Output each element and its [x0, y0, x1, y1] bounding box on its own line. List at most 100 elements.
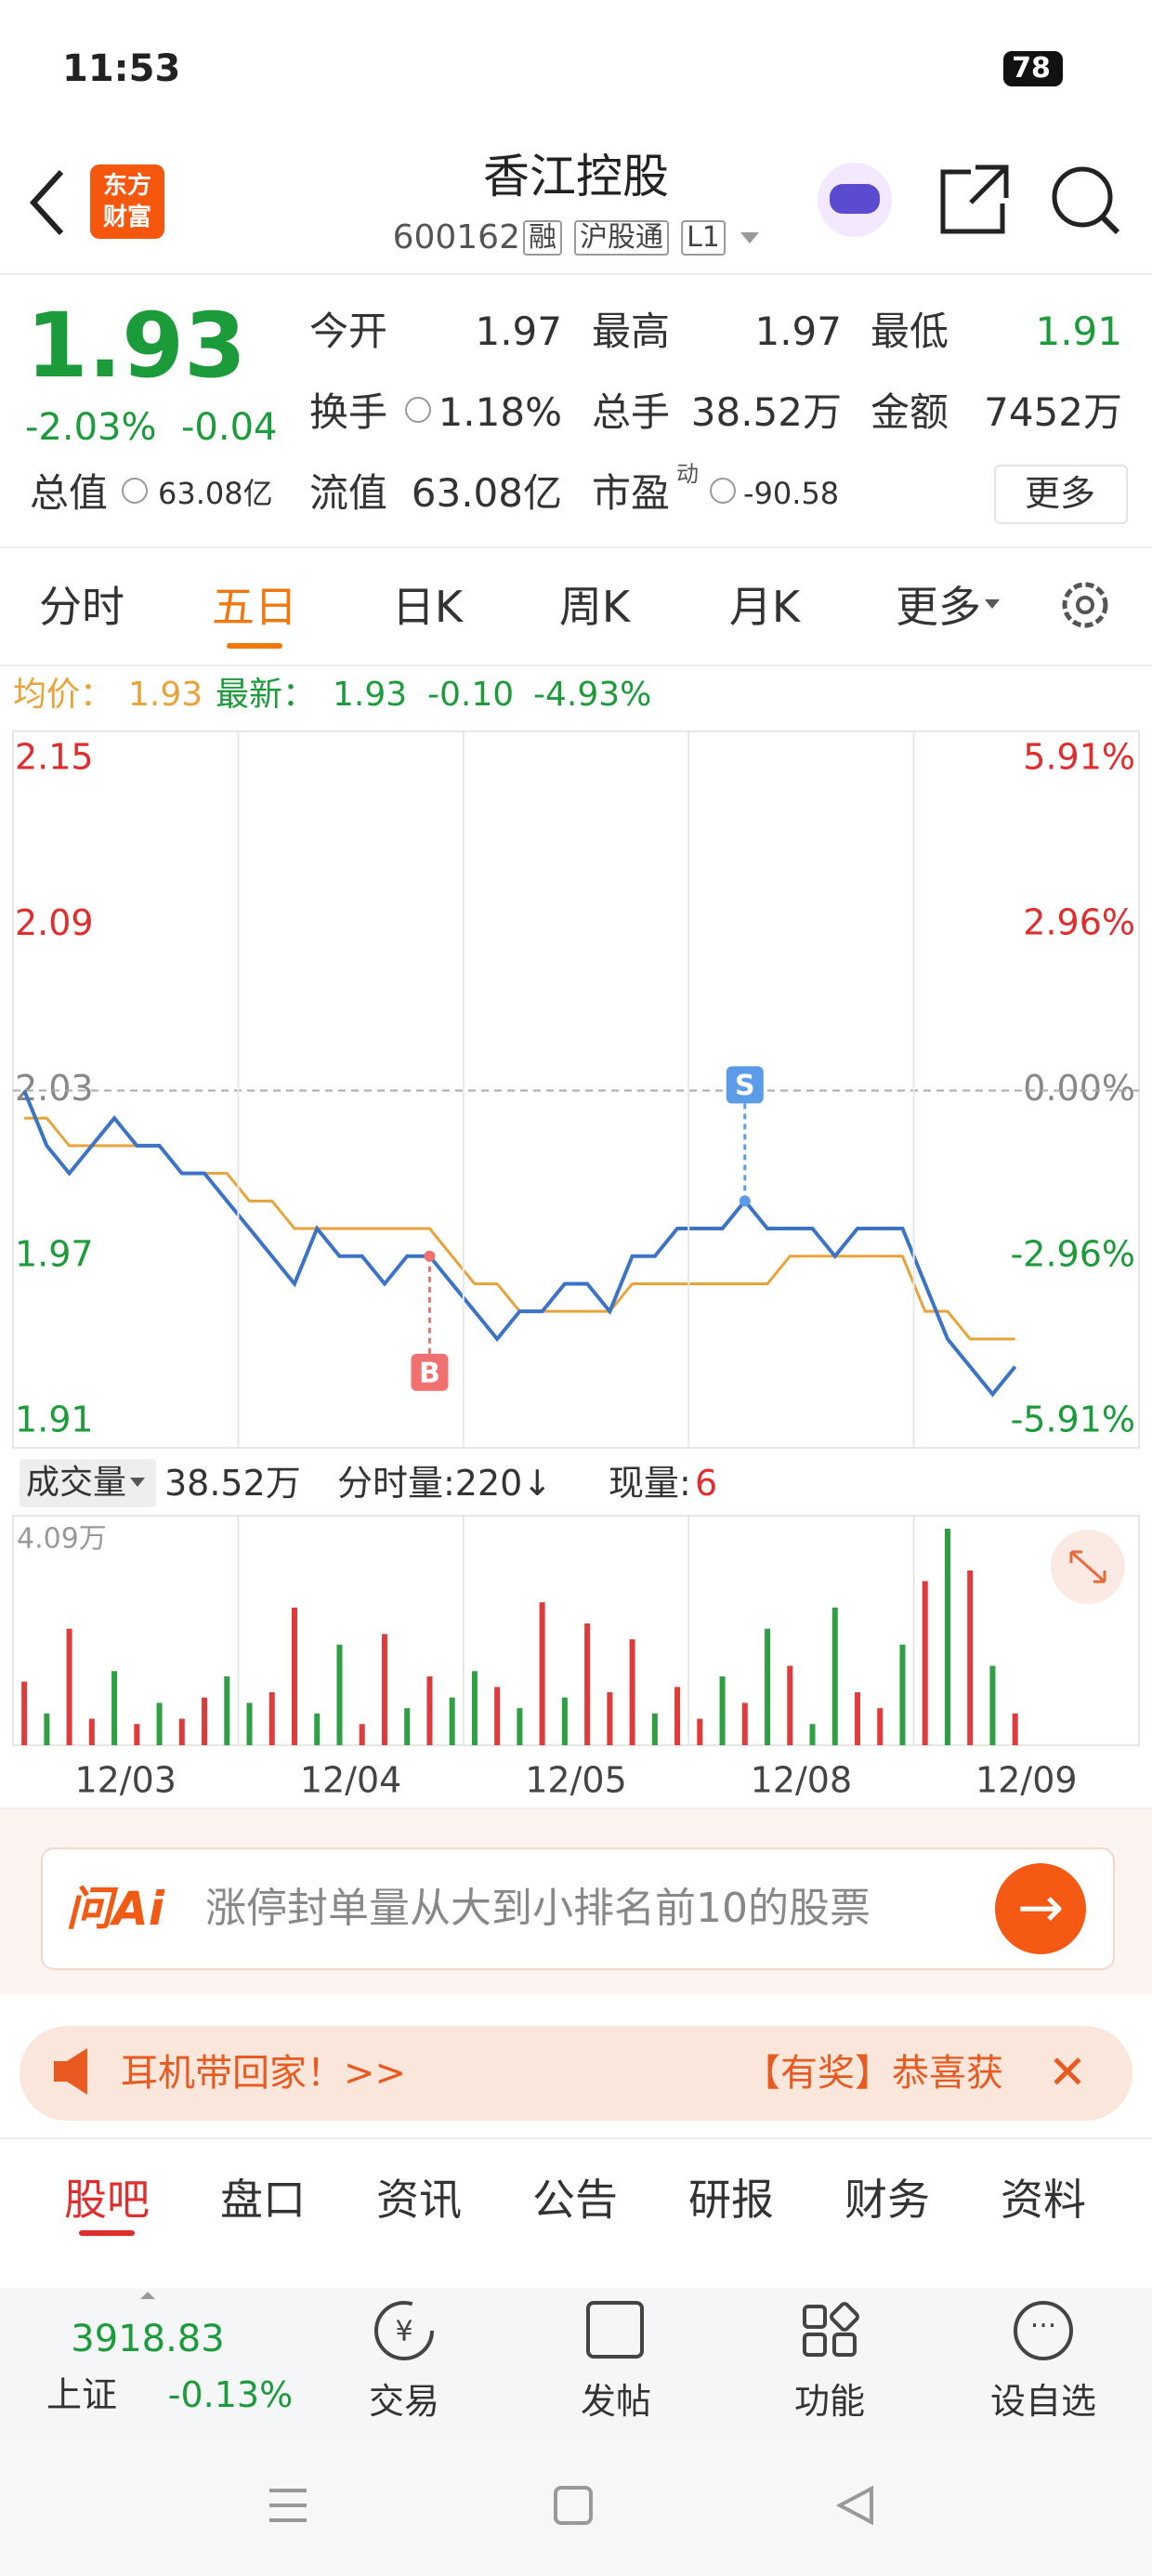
more-button-label[interactable]: 更多	[1024, 473, 1096, 514]
ai-placeholder[interactable]: 涨停封单量从大到小排名前10的股票	[205, 1885, 871, 1932]
function-icon[interactable]	[803, 2305, 827, 2329]
post-icon[interactable]	[586, 2301, 644, 2359]
x-tick-label: 12/03	[74, 1760, 177, 1801]
info-icon	[122, 478, 148, 504]
ai-search-box[interactable]	[41, 1847, 1115, 1970]
y2-tick-label: 5.91%	[1023, 737, 1135, 778]
volume-bar	[202, 1697, 208, 1745]
trade-icon[interactable]	[374, 2301, 434, 2360]
price-line	[22, 1089, 1017, 1398]
field-label: 金额	[871, 389, 949, 435]
x-tick-label: 12/05	[525, 1760, 627, 1801]
bottom-nav-label[interactable]: 功能	[793, 2381, 866, 2422]
trade-marker-box	[726, 1066, 764, 1104]
current-volume: 6	[695, 1463, 718, 1504]
logo-text[interactable]: 东方	[102, 172, 152, 200]
search-icon[interactable]	[1052, 166, 1113, 228]
y2-tick-label: 2.96%	[1023, 901, 1135, 942]
chart-tab[interactable]: 更多	[896, 582, 981, 632]
banner[interactable]	[20, 2026, 1132, 2121]
latest-change: -0.10	[427, 676, 515, 714]
chart-tab[interactable]: 周K	[558, 582, 631, 632]
chart-tab[interactable]: 分时	[39, 582, 124, 632]
price-volume-chart: 2.15 2.09 2.03 1.97 1.91 5.91% 2.96% 0.00% -2.96…	[0, 730, 1152, 1809]
assistant-face	[830, 184, 880, 214]
bottom-nav-label[interactable]: 交易	[368, 2381, 440, 2422]
avg-value: 1.93	[128, 676, 203, 714]
back-icon[interactable]	[29, 169, 64, 236]
logo-text[interactable]: 财富	[102, 204, 152, 231]
volume-bar	[21, 1681, 28, 1745]
chart-tab[interactable]: 日K	[391, 582, 464, 632]
trade-marker-label: S	[735, 1070, 755, 1102]
watchlist-icon[interactable]	[1014, 2301, 1073, 2360]
latest-value: 1.93	[333, 676, 408, 714]
y2-tick-label: 0.00%	[1023, 1068, 1135, 1109]
volume-total: 38.52万	[164, 1463, 301, 1504]
y2-tick-label: -5.91%	[1011, 1400, 1135, 1440]
volume-bar	[809, 1724, 816, 1745]
volume-bar	[178, 1718, 185, 1745]
x-tick-label: 12/04	[300, 1760, 402, 1801]
section-tab[interactable]: 资讯	[376, 2175, 462, 2225]
section-tab[interactable]: 股吧	[64, 2175, 150, 2225]
logo-box[interactable]	[90, 164, 164, 239]
volume-bar	[944, 1529, 950, 1745]
chart-tab[interactable]: 五日	[212, 582, 297, 632]
ai-logo[interactable]: 问Ai	[66, 1882, 164, 1936]
more-button[interactable]	[994, 465, 1128, 524]
volume-plot-frame	[12, 1515, 1140, 1746]
field-value: 1.97	[754, 309, 842, 354]
tab-underline	[227, 643, 282, 649]
change-percent: -2.03%	[25, 406, 157, 449]
speaker-icon	[54, 2048, 87, 2095]
trade-marker-label: B	[419, 1357, 440, 1389]
section-tab[interactable]: 盘口	[220, 2175, 306, 2225]
field-value: 63.08亿	[158, 476, 273, 511]
last-price: 1.93	[26, 294, 246, 398]
volume-bar	[539, 1602, 545, 1745]
field-value: 1.97	[475, 309, 562, 354]
volume-label[interactable]: 成交量	[26, 1464, 127, 1502]
bottom-nav-label[interactable]: 设自选	[989, 2381, 1097, 2422]
index-change[interactable]: -0.13%	[167, 2374, 294, 2415]
volume-bar	[989, 1665, 996, 1745]
section-tab[interactable]: 财务	[844, 2175, 930, 2225]
section-tab[interactable]: 资料	[1001, 2175, 1086, 2225]
section-tab[interactable]: 公告	[532, 2175, 618, 2225]
volume-bar	[899, 1644, 906, 1745]
bottom-nav-label[interactable]: 发帖	[580, 2381, 652, 2422]
change-amount: -0.04	[181, 406, 278, 449]
volume-bar	[741, 1702, 748, 1745]
stock-tag: 融	[523, 220, 562, 256]
index-arrow	[140, 2292, 155, 2299]
chart-tab[interactable]: 月K	[728, 582, 801, 632]
share-icon[interactable]	[940, 164, 1009, 234]
section-tab[interactable]: 研报	[688, 2175, 774, 2225]
ai-submit[interactable]: →	[995, 1863, 1086, 1954]
volume-bar	[787, 1665, 793, 1745]
code-dropdown[interactable]	[740, 232, 759, 243]
volume-bar	[855, 1692, 860, 1745]
info-icon	[405, 397, 431, 423]
index-name[interactable]: 上证	[46, 2374, 118, 2415]
volume-bar	[831, 1607, 838, 1745]
avg-label: 均价：	[13, 676, 114, 714]
index-value[interactable]: 3918.83	[71, 2318, 225, 2360]
y2-tick-label: -2.96%	[1011, 1234, 1135, 1275]
nav-back[interactable]	[835, 2485, 873, 2526]
stock-tag: L1	[681, 220, 726, 256]
nav-menu[interactable]	[269, 2489, 307, 2522]
settings-icon[interactable]	[1062, 582, 1108, 628]
nav-home[interactable]	[554, 2486, 593, 2525]
banner-close[interactable]: ✕	[1048, 2045, 1087, 2099]
volume-bar	[381, 1634, 387, 1745]
field-label-sup: 动	[676, 461, 699, 487]
banner-text[interactable]: 耳机带回家！>>	[121, 2052, 407, 2095]
volume-bar	[426, 1676, 433, 1745]
y-tick-label: 2.03	[15, 1068, 94, 1109]
volume-selector[interactable]	[20, 1459, 156, 1507]
banner-text[interactable]: 【有奖】恭喜获	[743, 2052, 1003, 2095]
period-volume: 分时量:220↓	[337, 1463, 553, 1504]
volume-dropdown	[130, 1478, 145, 1487]
